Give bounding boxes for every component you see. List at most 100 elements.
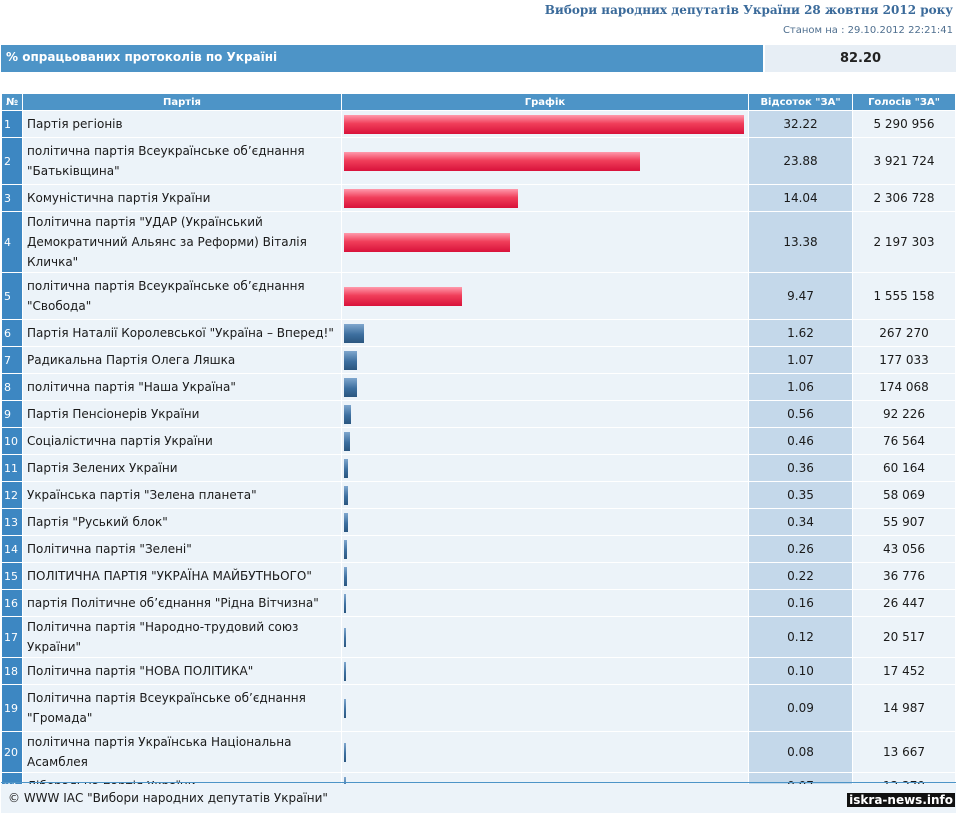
party-name: Політична партія "НОВА ПОЛІТИКА"	[23, 658, 341, 684]
percent-value: 9.47	[749, 273, 852, 319]
row-number: 10	[2, 428, 22, 454]
row-number: 8	[2, 374, 22, 400]
graph-cell	[342, 401, 748, 427]
result-bar	[344, 323, 364, 343]
footer-copyright: © WWW ІАС "Вибори народних депутатів Укр…	[1, 784, 956, 813]
votes-value: 58 069	[853, 482, 955, 508]
result-bar	[344, 593, 346, 613]
votes-value: 36 776	[853, 563, 955, 589]
table-row: 1 Партія регіонів 32.22 5 290 956	[2, 111, 955, 137]
percent-value: 13.38	[749, 212, 852, 272]
table-row: 20 політична партія Українська Національн…	[2, 732, 955, 772]
table-row: 13 Партія "Руський блок" 0.34 55 907	[2, 509, 955, 535]
party-name: Партія Пенсіонерів України	[23, 401, 341, 427]
graph-cell	[342, 617, 748, 657]
percent-value: 0.46	[749, 428, 852, 454]
party-name: політична партія Всеукраїнське об’єднанн…	[23, 273, 341, 319]
party-name: Партія "Руський блок"	[23, 509, 341, 535]
party-name: Партія Наталії Королевської "Україна – В…	[23, 320, 341, 346]
percent-value: 0.10	[749, 658, 852, 684]
result-bar	[344, 661, 346, 681]
percent-value: 14.04	[749, 185, 852, 211]
percent-value: 0.56	[749, 401, 852, 427]
table-row: 12 Українська партія "Зелена планета" 0.35…	[2, 482, 955, 508]
graph-cell	[342, 138, 748, 184]
percent-value: 23.88	[749, 138, 852, 184]
row-number: 19	[2, 685, 22, 731]
party-name: Політична партія "Народно-трудовий союз …	[23, 617, 341, 657]
votes-value: 3 921 724	[853, 138, 955, 184]
row-number: 11	[2, 455, 22, 481]
result-bar	[344, 350, 357, 370]
row-number: 6	[2, 320, 22, 346]
votes-value: 92 226	[853, 401, 955, 427]
party-name: Комуністична партія України	[23, 185, 341, 211]
graph-cell	[342, 536, 748, 562]
table-row: 2 політична партія Всеукраїнське об’єднан…	[2, 138, 955, 184]
votes-value: 267 270	[853, 320, 955, 346]
votes-value: 20 517	[853, 617, 955, 657]
party-name: політична партія Українська Національна …	[23, 732, 341, 772]
table-row: 9 Партія Пенсіонерів України 0.56 92 226	[2, 401, 955, 427]
column-header-graph: Графік	[342, 94, 748, 110]
result-bar	[344, 512, 348, 532]
percent-value: 32.22	[749, 111, 852, 137]
percent-value: 0.16	[749, 590, 852, 616]
table-row: 4 Політична партія "УДАР (Український Дем…	[2, 212, 955, 272]
graph-cell	[342, 185, 748, 211]
graph-cell	[342, 374, 748, 400]
footer-divider	[1, 782, 956, 783]
table-row: 11 Партія Зелених України 0.36 60 164	[2, 455, 955, 481]
votes-value: 2 197 303	[853, 212, 955, 272]
graph-cell	[342, 658, 748, 684]
percent-value: 1.62	[749, 320, 852, 346]
percent-value: 0.26	[749, 536, 852, 562]
party-name: ПОЛІТИЧНА ПАРТІЯ "УКРАЇНА МАЙБУТНЬОГО"	[23, 563, 341, 589]
page-title: Вибори народних депутатів України 28 жов…	[544, 3, 953, 17]
column-header-party: Партія	[23, 94, 341, 110]
row-number: 20	[2, 732, 22, 772]
graph-cell	[342, 685, 748, 731]
result-bar	[344, 698, 346, 718]
protocols-progress-label: % опрацьованих протоколів по Україні	[1, 45, 763, 72]
percent-value: 1.07	[749, 347, 852, 373]
graph-cell	[342, 428, 748, 454]
row-number: 1	[2, 111, 22, 137]
as-of-timestamp: Станом на : 29.10.2012 22:21:41	[782, 25, 953, 36]
votes-value: 43 056	[853, 536, 955, 562]
table-row: 7 Радикальна Партія Олега Ляшка 1.07 177 03…	[2, 347, 955, 373]
percent-value: 0.35	[749, 482, 852, 508]
table-row: 14 Політична партія "Зелені" 0.26 43 056	[2, 536, 955, 562]
result-bar	[344, 151, 640, 171]
party-name: Партія регіонів	[23, 111, 341, 137]
table-row: 16 партія Політичне об’єднання "Рідна Віт…	[2, 590, 955, 616]
table-row: 15 ПОЛІТИЧНА ПАРТІЯ "УКРАЇНА МАЙБУТНЬОГО"…	[2, 563, 955, 589]
result-bar	[344, 404, 351, 424]
votes-value: 2 306 728	[853, 185, 955, 211]
votes-value: 60 164	[853, 455, 955, 481]
result-bar	[344, 742, 346, 762]
party-name: Політична партія "УДАР (Український Демо…	[23, 212, 341, 272]
column-header-number: №	[2, 94, 22, 110]
table-row: 18 Політична партія "НОВА ПОЛІТИКА" 0.10 17…	[2, 658, 955, 684]
votes-value: 14 987	[853, 685, 955, 731]
party-name: Політична партія Всеукраїнське об’єднанн…	[23, 685, 341, 731]
percent-value: 0.36	[749, 455, 852, 481]
graph-cell	[342, 273, 748, 319]
votes-value: 5 290 956	[853, 111, 955, 137]
result-bar	[344, 566, 347, 586]
watermark: iskra-news.info	[847, 793, 955, 807]
protocols-progress-row: % опрацьованих протоколів по Україні 82.…	[1, 45, 956, 72]
table-row: 10 Соціалістична партія України 0.46 76 564	[2, 428, 955, 454]
result-bar	[344, 485, 348, 505]
votes-value: 76 564	[853, 428, 955, 454]
party-name: Соціалістична партія України	[23, 428, 341, 454]
graph-cell	[342, 111, 748, 137]
party-name: Українська партія "Зелена планета"	[23, 482, 341, 508]
protocols-progress-value: 82.20	[765, 45, 956, 72]
percent-value: 0.08	[749, 732, 852, 772]
table-row: 5 політична партія Всеукраїнське об’єднан…	[2, 273, 955, 319]
row-number: 5	[2, 273, 22, 319]
row-number: 12	[2, 482, 22, 508]
row-number: 15	[2, 563, 22, 589]
